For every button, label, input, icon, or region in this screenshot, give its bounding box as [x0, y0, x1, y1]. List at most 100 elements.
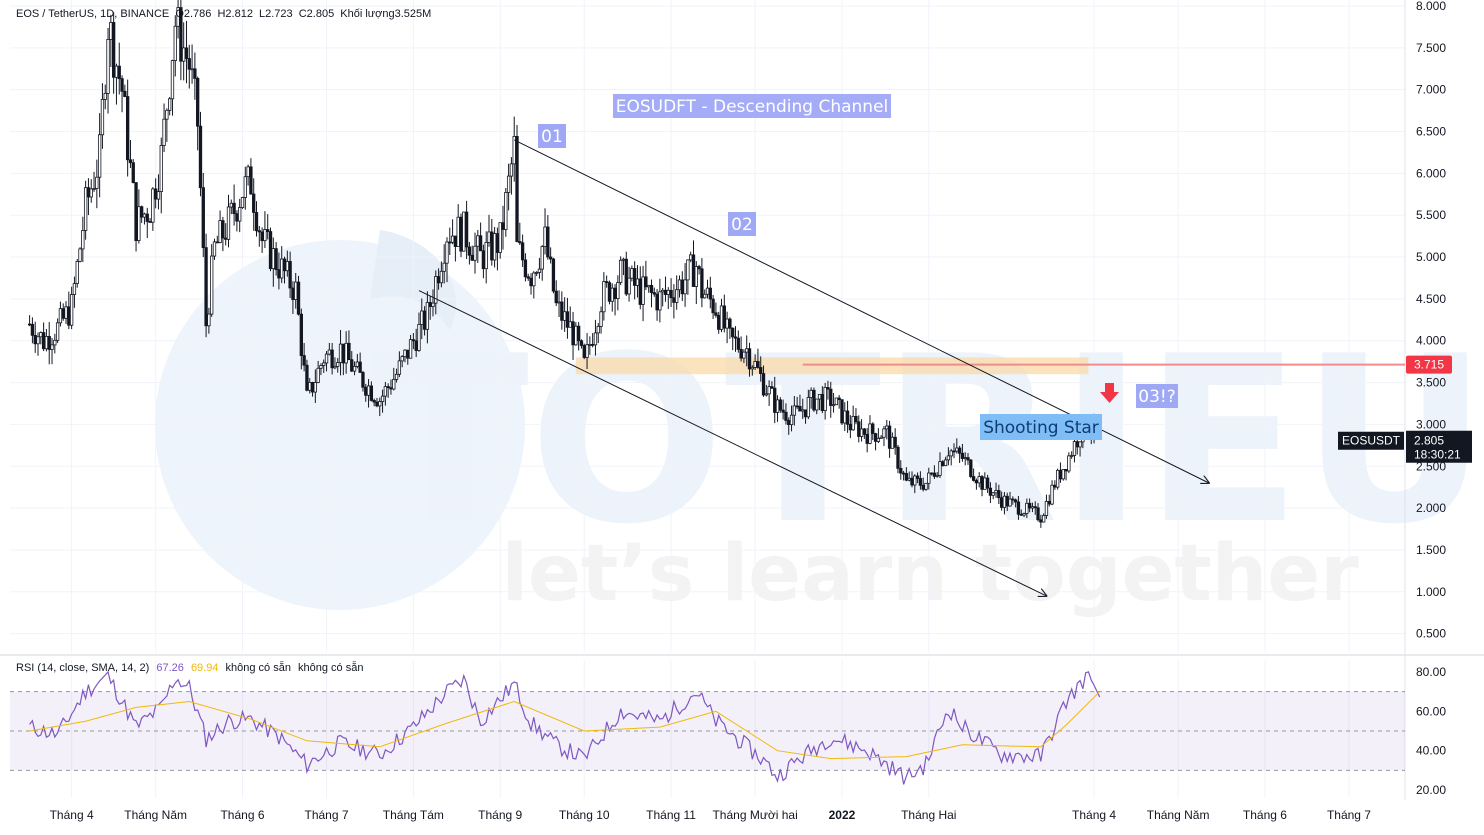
- candle[interactable]: [39, 331, 43, 345]
- candle[interactable]: [529, 273, 533, 295]
- candle[interactable]: [221, 216, 225, 252]
- candle[interactable]: [515, 124, 519, 243]
- candle[interactable]: [156, 174, 161, 210]
- candle[interactable]: [72, 276, 77, 308]
- symbol-tag[interactable]: EOSUSDT: [1338, 431, 1404, 450]
- candle[interactable]: [537, 257, 542, 279]
- candle[interactable]: [131, 159, 135, 184]
- candle[interactable]: [92, 171, 96, 192]
- candle[interactable]: [750, 365, 754, 376]
- candle[interactable]: [1069, 451, 1074, 459]
- candle[interactable]: [661, 288, 665, 307]
- candle[interactable]: [708, 276, 712, 309]
- candle[interactable]: [630, 265, 634, 282]
- candle[interactable]: [350, 351, 354, 373]
- candle[interactable]: [747, 342, 752, 377]
- candle[interactable]: [579, 339, 584, 349]
- symbol-title[interactable]: EOS / TetherUS, 1D, BINANCE: [16, 8, 170, 20]
- candle[interactable]: [372, 398, 376, 407]
- candle[interactable]: [61, 303, 65, 321]
- candle[interactable]: [658, 278, 662, 323]
- candle[interactable]: [383, 381, 388, 406]
- candle[interactable]: [266, 214, 270, 240]
- candle[interactable]: [470, 245, 474, 261]
- candle[interactable]: [296, 275, 301, 316]
- candle[interactable]: [837, 395, 841, 409]
- candle[interactable]: [784, 403, 788, 425]
- candle[interactable]: [358, 352, 362, 373]
- candle[interactable]: [689, 251, 693, 263]
- candle[interactable]: [198, 111, 203, 197]
- candle[interactable]: [207, 307, 211, 334]
- candle[interactable]: [100, 83, 105, 149]
- candle[interactable]: [834, 397, 839, 406]
- candle[interactable]: [173, 15, 177, 77]
- candle[interactable]: [125, 79, 130, 177]
- candle[interactable]: [210, 244, 214, 317]
- candle[interactable]: [240, 196, 245, 209]
- candle[interactable]: [985, 474, 990, 493]
- candle[interactable]: [69, 286, 74, 330]
- candle[interactable]: [666, 287, 670, 310]
- candle[interactable]: [988, 482, 993, 504]
- candle[interactable]: [476, 230, 480, 264]
- rsi-ma-line[interactable]: [29, 691, 1101, 760]
- candle[interactable]: [299, 308, 303, 370]
- candle[interactable]: [30, 317, 35, 344]
- candle[interactable]: [778, 397, 782, 413]
- candle[interactable]: [128, 140, 133, 168]
- candle[interactable]: [184, 20, 189, 84]
- candle[interactable]: [742, 349, 746, 364]
- candle[interactable]: [932, 465, 937, 479]
- candle[interactable]: [397, 351, 402, 378]
- candle[interactable]: [966, 453, 970, 465]
- candle[interactable]: [148, 218, 152, 223]
- candle[interactable]: [190, 44, 194, 84]
- candle[interactable]: [705, 279, 710, 299]
- channel-title-label[interactable]: EOSUDFT - Descending Channel: [613, 94, 891, 118]
- candle[interactable]: [759, 356, 763, 382]
- candle[interactable]: [50, 338, 54, 365]
- candle[interactable]: [224, 223, 228, 246]
- candle[interactable]: [67, 291, 71, 330]
- candle[interactable]: [913, 474, 917, 494]
- candle[interactable]: [1016, 495, 1021, 520]
- candle[interactable]: [767, 380, 771, 407]
- candle[interactable]: [462, 211, 466, 252]
- candle[interactable]: [927, 467, 931, 490]
- candle[interactable]: [649, 279, 654, 308]
- candle[interactable]: [1033, 501, 1037, 515]
- candle[interactable]: [700, 258, 704, 308]
- candle[interactable]: [882, 425, 886, 447]
- candle[interactable]: [114, 63, 119, 105]
- candle[interactable]: [518, 222, 522, 245]
- candle[interactable]: [1013, 498, 1018, 508]
- candle[interactable]: [736, 330, 740, 353]
- candle[interactable]: [64, 301, 68, 324]
- candle[interactable]: [111, 12, 116, 94]
- candle[interactable]: [638, 266, 642, 310]
- candle[interactable]: [302, 342, 306, 372]
- candle[interactable]: [840, 399, 844, 425]
- candle[interactable]: [53, 333, 57, 354]
- candle[interactable]: [86, 178, 91, 216]
- candle[interactable]: [417, 312, 421, 352]
- candle[interactable]: [75, 258, 79, 288]
- candle[interactable]: [1044, 494, 1049, 519]
- candle[interactable]: [212, 238, 217, 260]
- candle[interactable]: [193, 52, 197, 100]
- candle[interactable]: [915, 472, 920, 484]
- candle[interactable]: [492, 226, 497, 268]
- candle[interactable]: [425, 291, 430, 344]
- candle[interactable]: [798, 394, 802, 412]
- candle[interactable]: [711, 294, 715, 320]
- candle[interactable]: [893, 428, 897, 455]
- candle[interactable]: [484, 231, 488, 284]
- candle[interactable]: [434, 270, 438, 315]
- candle[interactable]: [445, 237, 449, 283]
- candle[interactable]: [924, 482, 928, 491]
- candle[interactable]: [78, 247, 82, 263]
- candle[interactable]: [464, 200, 469, 260]
